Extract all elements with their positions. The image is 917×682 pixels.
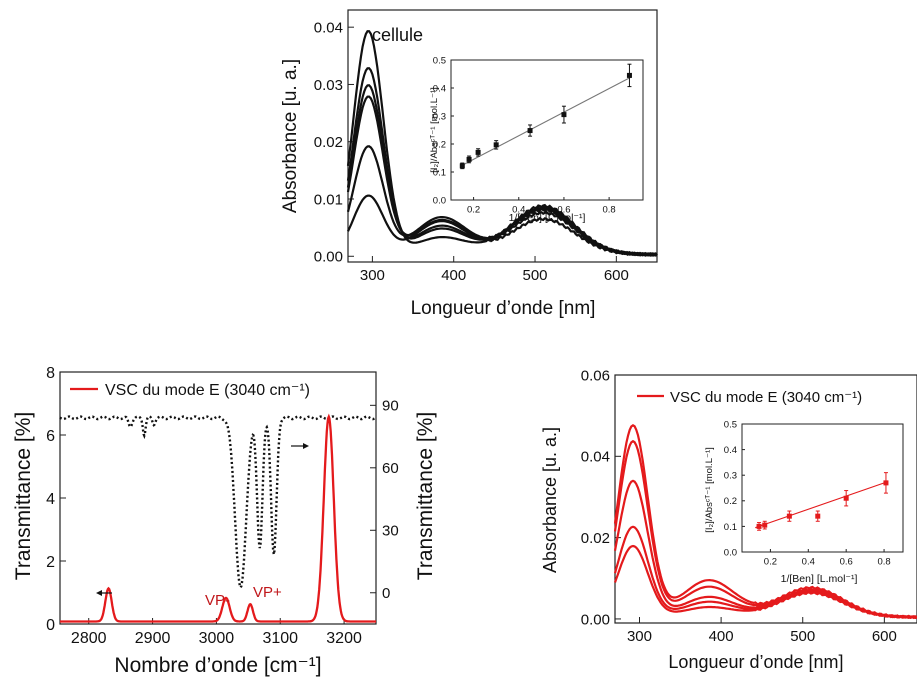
bottom-right-x-tick-label: 600 [872,628,897,645]
top-annotation-cellule: cellule [372,25,423,45]
bottom-right-inset-y-tick-label: 0.3 [724,471,737,482]
top-inset-y-axis-label: [I₂]/Absᶜᵀ⁻¹ [mol.L⁻¹] [429,87,440,173]
bottom-right-x-tick-label: 300 [627,628,652,645]
annotation-vp-minus: VP- [205,592,230,609]
bottom-right-inset-data-point [787,514,792,519]
bottom-left-curve-group [60,417,376,622]
top-x-tick-label: 600 [604,267,629,284]
bottom-right-inset-frame [742,424,903,552]
bottom-right-x-tick-label: 500 [790,628,815,645]
bottom-left-plot-frame [60,372,376,624]
bottom-right-inset-x-tick-label: 0.2 [764,557,777,568]
bottom-right-inset-y-tick-label: 0.5 [724,419,737,430]
top-x-tick-label: 400 [441,267,466,284]
bottom-right-inset-x-tick-label: 0.4 [802,557,815,568]
top-y-axis-label: Absorbance [u. a.] [280,59,301,213]
bottom-left-right-y-tick-label: 30 [382,522,399,539]
top-y-tick-label: 0.01 [314,191,343,208]
bottom-right-y-tick-label: 0.04 [581,449,610,466]
bottom-right-x-axis-label: Longueur d’onde [nm] [668,652,843,672]
bottom-left-y-tick-label: 4 [46,491,55,508]
bottom-right-inset-y-tick-label: 0.1 [724,522,737,533]
bottom-left-legend-label: VSC du mode E (3040 cm⁻¹) [105,382,310,399]
top-inset-data-point [528,128,533,133]
bottom-right-inset-y-tick-label: 0.2 [724,496,737,507]
top-inset-x-axis-label: 1/[Ben] [L.mol⁻¹] [509,212,586,224]
bottom-right-inset-data-point [815,514,820,519]
bottom-left-y-axis-label: Transmittance [%] [12,412,35,580]
bottom-left-right-y-axis-label: Transmittance [%] [414,412,437,580]
bottom-right-inset-y-axis-label: [I₂]/Absᶜᵀ⁻¹ [mol.L⁻¹] [704,447,715,533]
bottom-right-inset-data-point [883,480,888,485]
bottom-left-y-tick-label: 2 [46,554,55,571]
top-inset-chart: 0.2 0.4 0.6 0.8 0.0 0.1 0.2 0.3 0.4 0.5 1/[Ben] [… [429,55,643,224]
annotation-vp-plus: VP+ [253,584,282,601]
bottom-right-inset-y-tick-label: 0.4 [724,445,737,456]
bottom-right-inset-data-point [757,524,762,529]
bottom-left-red-transmittance-line [60,417,376,622]
bottom-left-x-tick-label: 2900 [135,630,171,647]
bottom-left-x-tick-label: 3000 [199,630,235,647]
bottom-left-transmittance-chart: 2800 2900 3000 3100 3200 0 2 4 6 8 0 30 60 90 VSC du … [12,365,437,677]
top-y-tick-label: 0.03 [314,77,343,94]
top-x-tick-label: 300 [360,267,385,284]
bottom-left-y-tick-label: 6 [46,428,55,445]
bottom-right-legend-label: VSC du mode E (3040 cm⁻¹) [670,389,862,406]
bottom-left-right-y-tick-label: 60 [382,460,399,477]
bottom-right-inset-x-tick-label: 0.6 [840,557,853,568]
bottom-left-x-tick-label: 3100 [262,630,298,647]
top-y-tick-label: 0.00 [314,249,343,266]
bottom-left-x-tick-label: 3200 [326,630,362,647]
top-inset-y-tick-label: 0.0 [433,195,446,206]
bottom-right-inset-x-axis-label: 1/[Ben] [L.mol⁻¹] [781,573,858,585]
bottom-right-inset-y-tick-label: 0.0 [724,547,737,558]
top-y-tick-label: 0.02 [314,134,343,151]
bottom-left-y-tick-label: 0 [46,617,55,634]
bottom-right-y-tick-label: 0.06 [581,367,610,384]
top-inset-frame [451,60,643,200]
top-inset-data-point [460,163,465,168]
top-x-tick-label: 500 [523,267,548,284]
top-inset-data-point [476,150,481,155]
top-inset-x-tick-label: 0.2 [467,205,480,216]
top-inset-data-point [627,73,632,78]
bottom-left-right-y-tick-label: 0 [382,585,390,602]
bottom-left-x-tick-label: 2800 [71,630,107,647]
top-inset-data-point [467,157,472,162]
top-inset-data-point [494,142,499,147]
bottom-right-y-tick-label: 0.02 [581,530,610,547]
top-inset-data-point [561,112,566,117]
bottom-right-y-tick-label: 0.00 [581,611,610,628]
bottom-left-dotted-transmittance-line [60,417,376,588]
bottom-right-inset-chart: 0.2 0.4 0.6 0.8 0.0 0.1 0.2 0.3 0.4 0.5 1/[Ben] [… [704,419,903,585]
bottom-right-inset-x-tick-label: 0.8 [877,557,890,568]
bottom-left-right-y-tick-label: 90 [382,397,399,414]
top-y-tick-label: 0.04 [314,20,343,37]
bottom-right-inset-data-point [762,523,767,528]
right-axis-arrow [291,443,309,449]
bottom-right-x-tick-label: 400 [709,628,734,645]
bottom-right-inset-data-point [844,496,849,501]
top-inset-y-tick-label: 0.5 [433,55,446,66]
bottom-left-x-axis-label: Nombre d’onde [cm⁻¹] [114,654,321,677]
bottom-left-y-tick-label: 8 [46,365,55,382]
top-inset-x-tick-label: 0.8 [603,205,616,216]
top-x-axis-label: Longueur d’onde [nm] [411,298,596,319]
bottom-right-y-axis-label: Absorbance [u. a.] [540,427,560,573]
